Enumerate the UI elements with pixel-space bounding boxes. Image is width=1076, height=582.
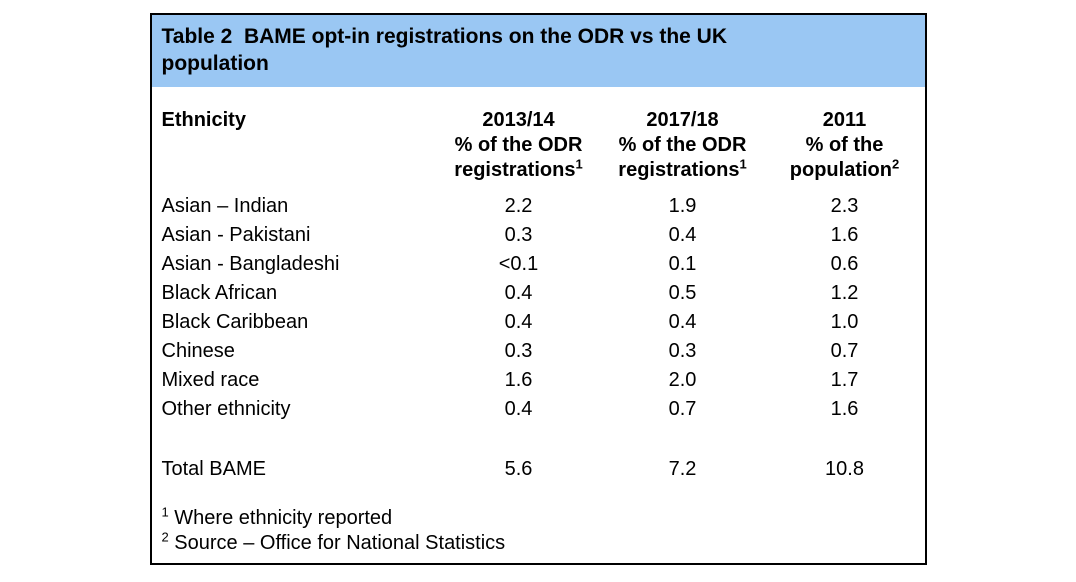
header-line: % of the [805,134,884,156]
value-2011: 1.2 [830,282,859,304]
footnote-marker: 2 [891,156,900,172]
value-2013-14: 0.4 [504,311,533,333]
value-2013-14: 0.3 [504,340,533,362]
header-line: 2013/14 [482,109,555,131]
value-2017-18: 0.3 [668,340,697,362]
header-line: % of the ODR [618,134,747,156]
table-title: Table 2 BAME opt-in registrations on the… [161,25,733,75]
column-header-ethnicity: Ethnicity [152,108,437,183]
header-line: population2 [765,156,925,183]
value-2017-18: 1.9 [668,195,697,217]
ethnicity-cell: Chinese [161,340,235,362]
table-body: Asian – Indian 2.2 1.9 2.3 Asian - Pakis… [152,192,925,424]
total-value-2013-14: 5.6 [504,458,533,480]
ethnicity-cell: Asian - Pakistani [161,224,311,246]
value-2017-18: 0.5 [668,282,697,304]
value-2011: 0.7 [830,340,859,362]
header-line-text: population [789,159,892,181]
value-2011: 1.7 [830,369,859,391]
value-2017-18: 0.1 [668,253,697,275]
value-2013-14: <0.1 [498,253,539,275]
total-label: Total BAME [161,458,266,480]
footnote-1: 1 Where ethnicity reported [161,504,925,531]
value-2013-14: 0.4 [504,398,533,420]
table-title-band: Table 2 BAME opt-in registrations on the… [151,15,925,87]
footnote-text: Source – Office for National Statistics [174,532,506,554]
value-2011: 0.6 [830,253,859,275]
table-row: Asian - Pakistani 0.3 0.4 1.6 [152,221,925,250]
header-line: registrations1 [437,156,601,183]
total-value-2017-18: 7.2 [668,458,697,480]
footnote-marker: 1 [575,156,583,172]
header-line: 2017/18 [646,109,719,131]
table-row: Mixed race 1.6 2.0 1.7 [152,366,925,395]
value-2011: 1.6 [830,224,859,246]
value-2017-18: 0.4 [668,224,697,246]
table-row: Asian – Indian 2.2 1.9 2.3 [152,192,925,221]
table-row: Black Caribbean 0.4 0.4 1.0 [152,308,925,337]
header-line: 2011 [822,109,867,131]
ethnicity-cell: Asian – Indian [161,195,289,217]
footnote-marker: 1 [739,156,747,172]
header-line-text: registrations [618,159,740,181]
total-row: Total BAME 5.6 7.2 10.8 [152,455,925,484]
ethnicity-cell: Other ethnicity [161,398,291,420]
header-line: registrations1 [601,156,765,183]
ethnicity-cell: Mixed race [161,369,260,391]
table-row: Chinese 0.3 0.3 0.7 [152,337,925,366]
footnote-text: Where ethnicity reported [174,507,393,529]
footnote-2: 2 Source – Office for National Statistic… [161,529,925,556]
value-2017-18: 2.0 [668,369,697,391]
value-2013-14: 1.6 [504,369,533,391]
value-2011: 1.6 [830,398,859,420]
footnotes: 1 Where ethnicity reported 2 Source – Of… [152,504,925,556]
header-line: % of the ODR [454,134,583,156]
value-2011: 1.0 [830,311,859,333]
ethnicity-cell: Asian - Bangladeshi [161,253,340,275]
page: Table 2 BAME opt-in registrations on the… [0,13,1076,582]
table-row: Black African 0.4 0.5 1.2 [152,279,925,308]
value-2013-14: 0.4 [504,282,533,304]
column-header-2013-14: 2013/14 % of the ODR registrations1 [437,108,601,183]
header-line-text: registrations [454,159,576,181]
value-2017-18: 0.7 [668,398,697,420]
value-2011: 2.3 [830,195,859,217]
table-header-row: Ethnicity 2013/14 % of the ODR registrat… [152,108,925,183]
column-header-2017-18: 2017/18 % of the ODR registrations1 [601,108,765,183]
bame-table: Table 2 BAME opt-in registrations on the… [149,13,927,565]
ethnicity-cell: Black African [161,282,278,304]
total-value-2011: 10.8 [825,458,864,480]
table-row: Asian - Bangladeshi <0.1 0.1 0.6 [152,250,925,279]
value-2013-14: 2.2 [504,195,533,217]
footnote-marker: 2 [161,529,169,545]
table-row: Other ethnicity 0.4 0.7 1.6 [152,395,925,424]
column-header-2011: 2011 % of the population2 [765,108,925,183]
footnote-marker: 1 [161,504,169,520]
value-2017-18: 0.4 [668,311,697,333]
ethnicity-cell: Black Caribbean [161,311,309,333]
header-line: Ethnicity [161,109,246,131]
value-2013-14: 0.3 [504,224,533,246]
